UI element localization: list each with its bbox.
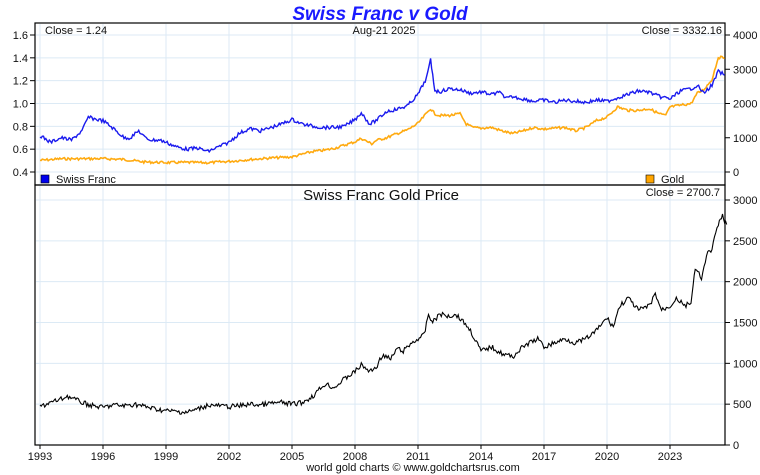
y-tick-label-left: 1.2 (13, 76, 28, 88)
x-tick-label: 2014 (469, 451, 493, 463)
bottom-gridlines (36, 186, 724, 446)
chart-title: Swiss Franc v Gold (292, 4, 468, 25)
close-label-gold: Close = 3332.16 (642, 25, 722, 37)
y-tick-label-bottom: 500 (733, 399, 751, 411)
y-tick-label-bottom: 3000 (733, 195, 757, 207)
y-tick-label-bottom: 1000 (733, 358, 757, 370)
bottom-right-axis: 0 500 1000 1500 2000 2500 3000 (725, 195, 757, 452)
x-tick-label: 2011 (406, 451, 430, 463)
y-tick-label-right: 3000 (733, 64, 757, 76)
x-tick-label: 1996 (91, 451, 115, 463)
series-layer (39, 55, 728, 415)
close-label-bottom: Close = 2700.7 (646, 187, 720, 199)
y-tick-label-left: 0.6 (13, 144, 28, 156)
legend-label-swiss-franc: Swiss Franc (56, 174, 116, 186)
y-tick-label-right: 1000 (733, 133, 757, 145)
bottom-panel-frame (34, 184, 726, 446)
y-tick-label-left: 0.8 (13, 121, 28, 133)
legend-label-gold: Gold (661, 174, 684, 186)
y-tick-label-left: 1.0 (13, 99, 28, 111)
top-right-axis: 0 1000 2000 3000 4000 (725, 30, 757, 179)
series-line-gold (39, 55, 725, 165)
legend-swatch-gold (645, 174, 655, 184)
series-line-swiss-franc (39, 58, 725, 154)
x-tick-label: 2017 (532, 451, 556, 463)
y-tick-label-right: 4000 (733, 30, 757, 42)
y-tick-label-left: 0.4 (13, 167, 28, 179)
x-tick-label: 2005 (280, 451, 304, 463)
top-left-axis: 0.4 0.6 0.8 1.0 1.2 1.4 1.6 (13, 30, 35, 179)
x-tick-label: 2008 (343, 451, 367, 463)
y-tick-label-bottom: 1500 (733, 318, 757, 330)
y-tick-label-bottom: 2500 (733, 236, 757, 248)
legend-swatch-swiss-franc (40, 174, 50, 184)
date-label: Aug-21 2025 (353, 25, 416, 37)
x-tick-label: 2023 (658, 451, 682, 463)
x-tick-label: 1993 (28, 451, 52, 463)
series-line-swiss-franc-gold-price (39, 213, 728, 415)
close-label-franc: Close = 1.24 (45, 25, 107, 37)
x-tick-label: 1999 (154, 451, 178, 463)
y-tick-label-left: 1.6 (13, 30, 28, 42)
x-tick-label: 2020 (595, 451, 619, 463)
footer-credit: world gold charts © www.goldchartsrus.co… (305, 462, 520, 474)
y-tick-label-bottom: 0 (733, 440, 739, 452)
top-gridlines (36, 24, 724, 184)
x-tick-label: 2002 (217, 451, 241, 463)
bottom-chart-title: Swiss Franc Gold Price (303, 187, 459, 204)
y-tick-label-right: 0 (733, 167, 739, 179)
y-tick-label-left: 1.4 (13, 53, 28, 65)
y-tick-label-right: 2000 (733, 99, 757, 111)
y-tick-label-bottom: 2000 (733, 277, 757, 289)
x-axis: 1993 1996 1999 2002 2005 2008 2011 2014 2017 2020… (28, 445, 682, 463)
